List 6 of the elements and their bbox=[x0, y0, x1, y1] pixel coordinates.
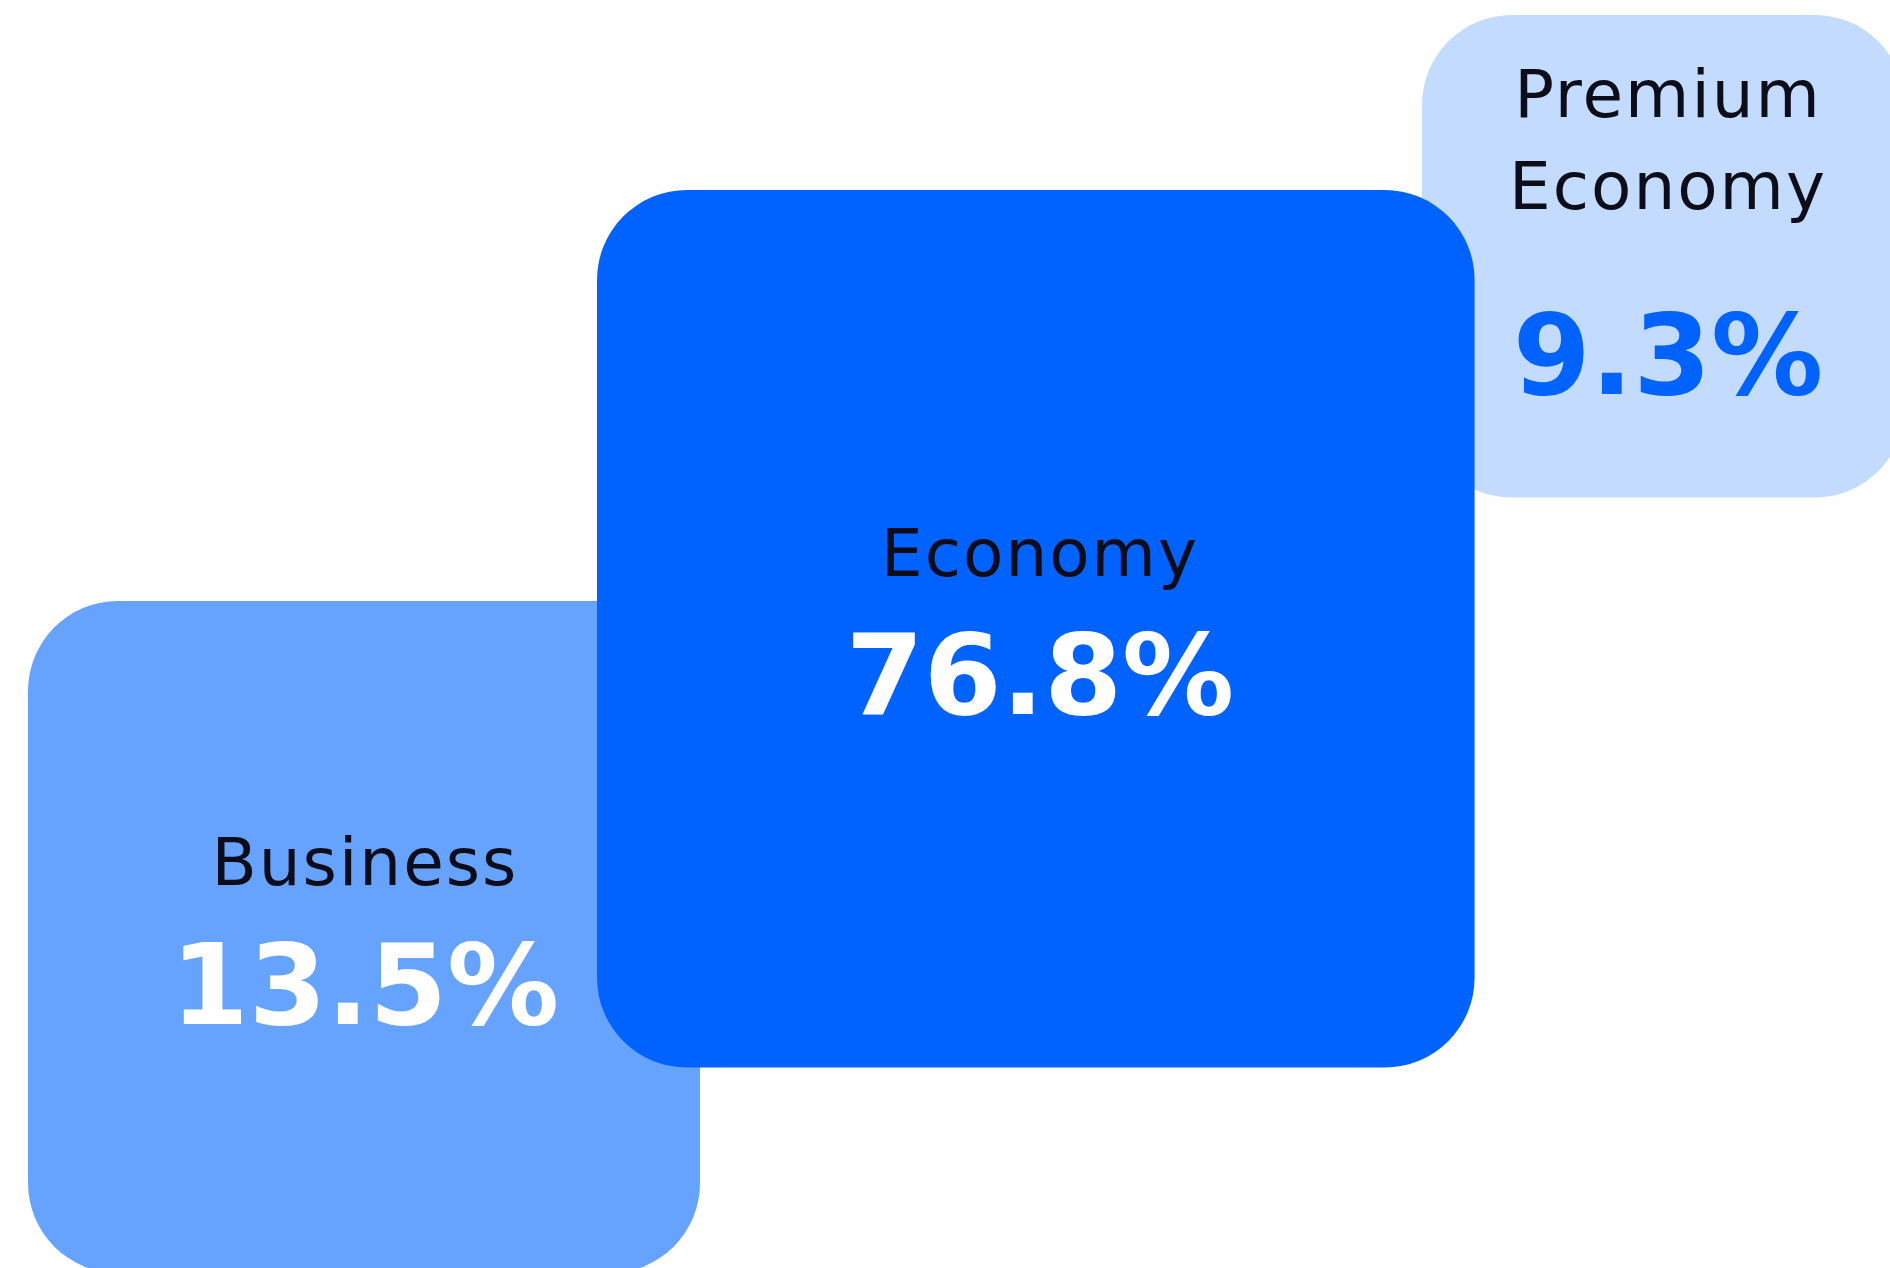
data-label: 76.8% bbox=[845, 610, 1235, 740]
category-label: Economy bbox=[881, 514, 1199, 592]
data-label: 13.5% bbox=[170, 920, 560, 1050]
data-label: 9.3% bbox=[1512, 290, 1824, 420]
category-label: Premium Economy bbox=[1509, 55, 1827, 225]
category-label: Business bbox=[211, 823, 519, 901]
